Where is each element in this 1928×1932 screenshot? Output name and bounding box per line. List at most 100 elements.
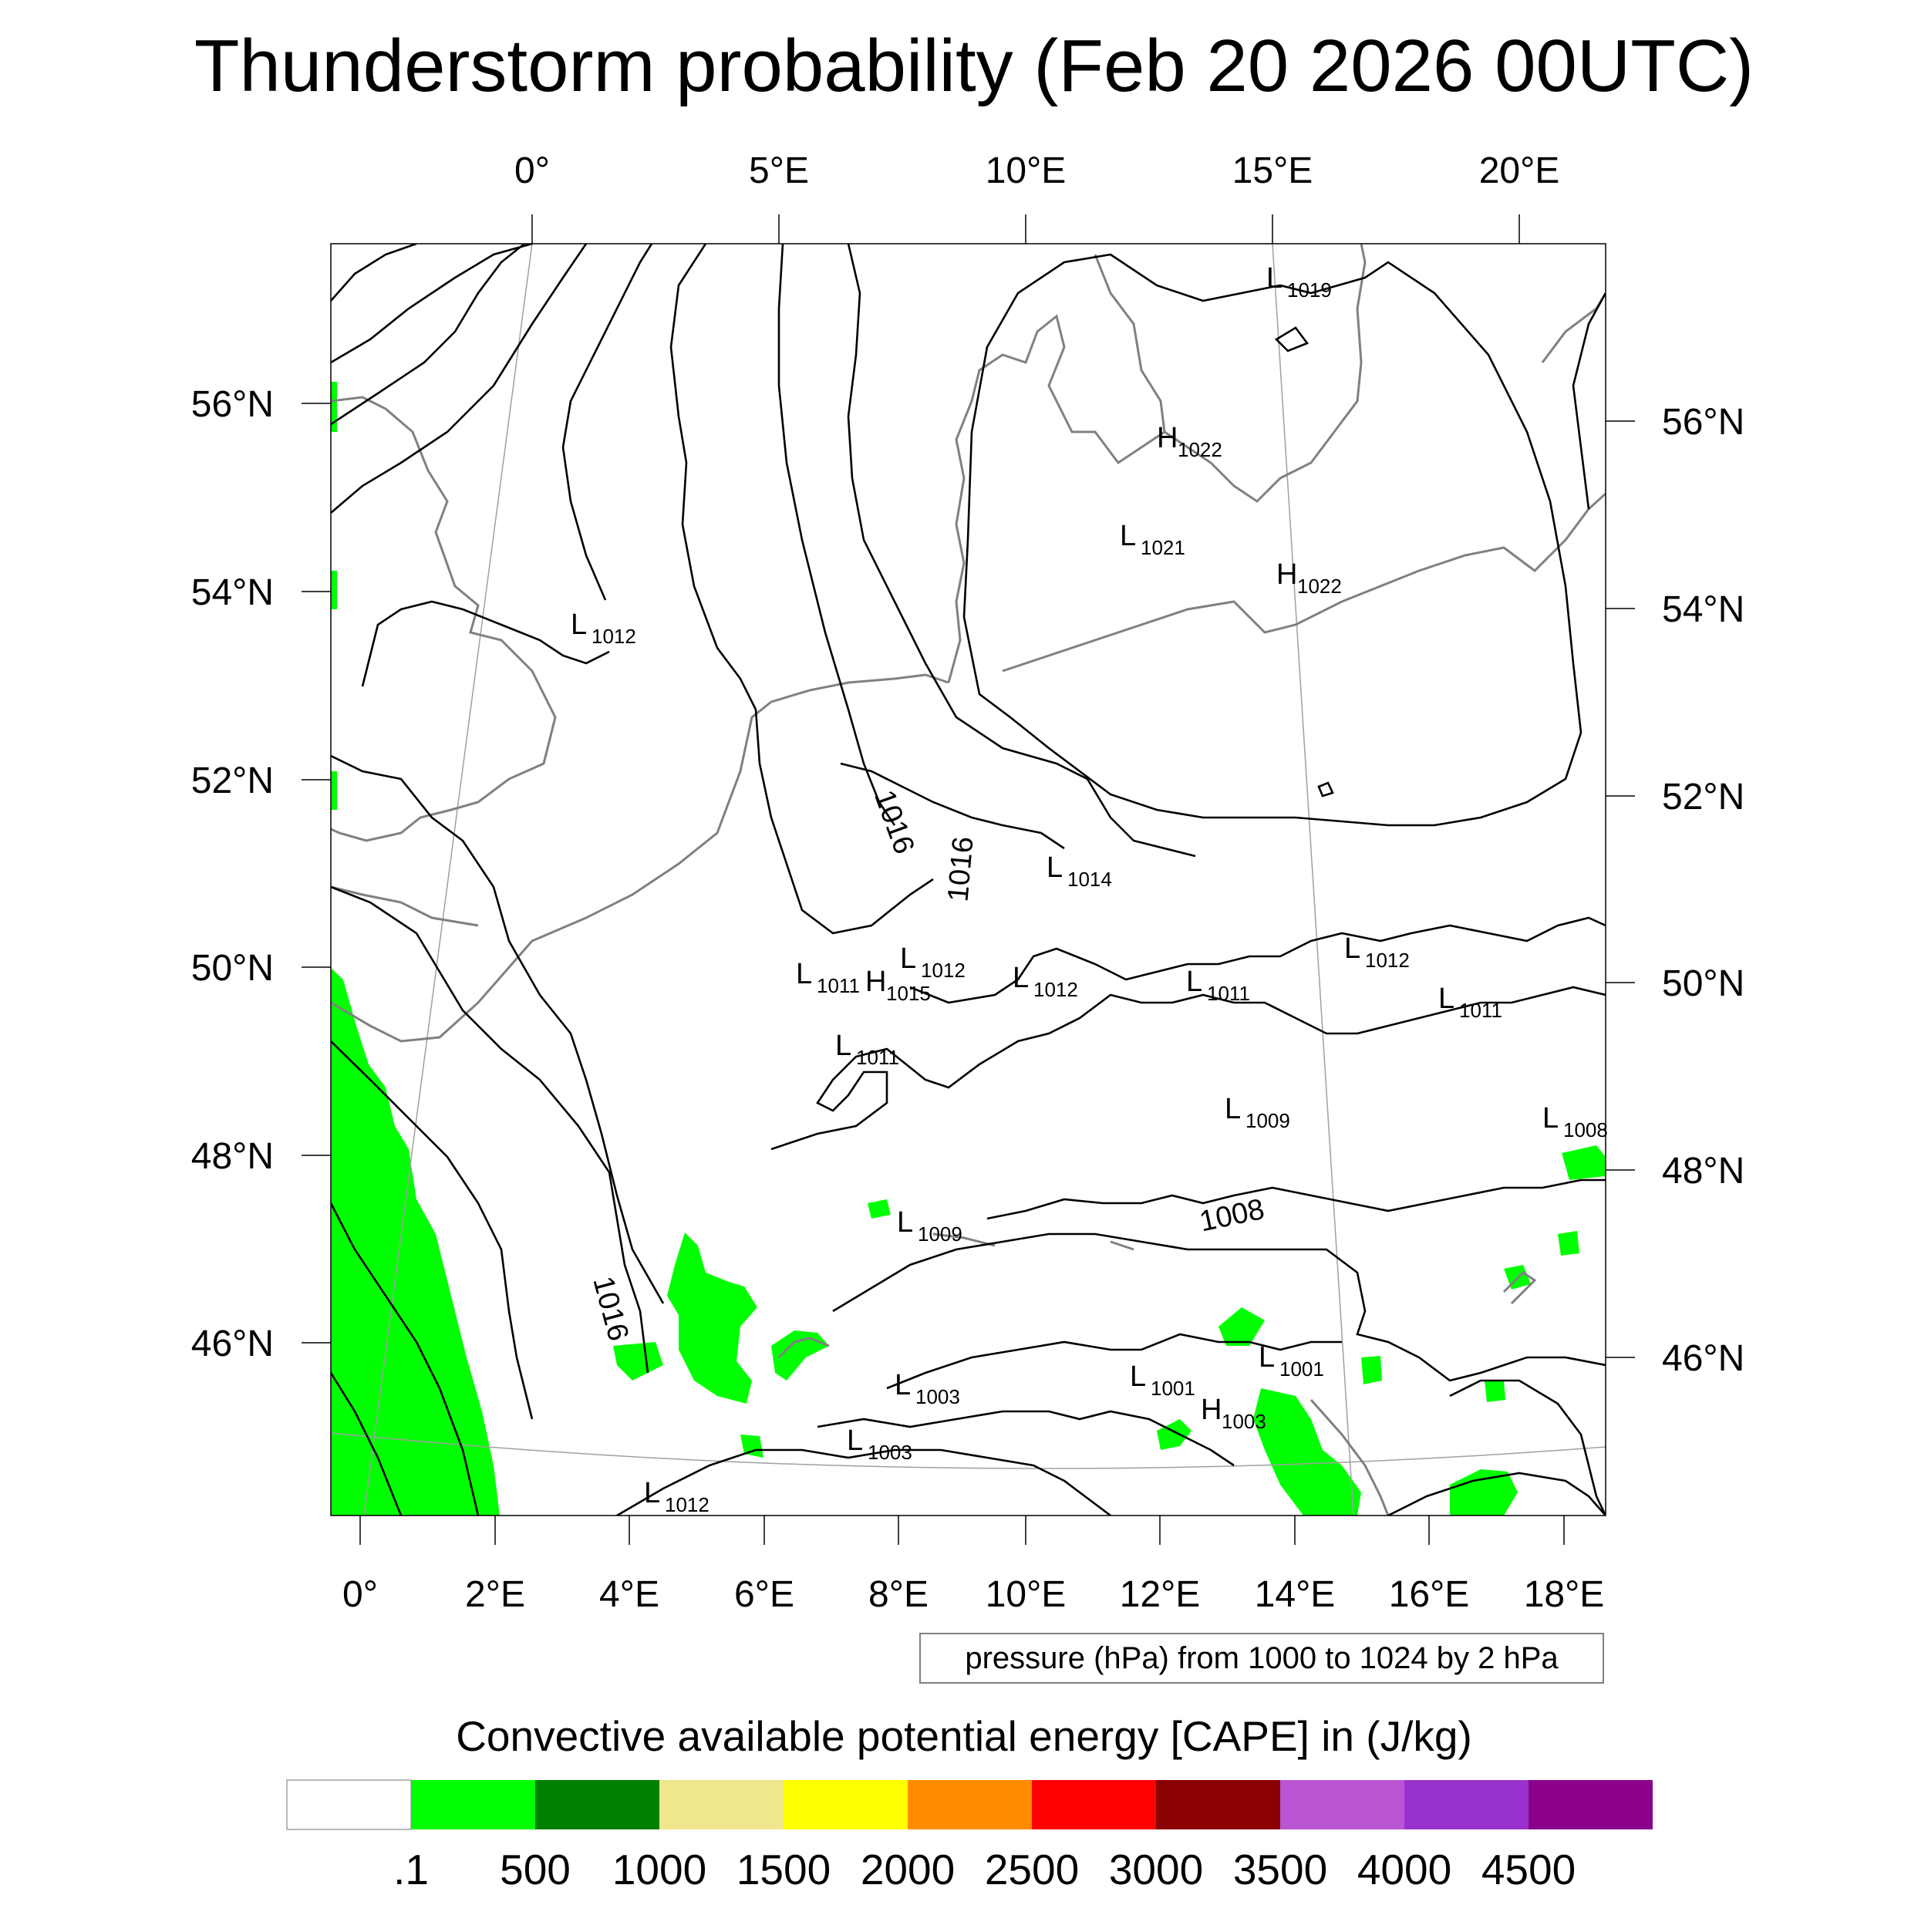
isobar-sw-low (616, 1448, 1111, 1516)
colorbar-swatch (1280, 1780, 1404, 1829)
pressure-center-value: 1011 (817, 974, 860, 997)
coast-lakes (932, 1232, 1537, 1305)
pressure-center-label: L 1014 (1047, 851, 1112, 891)
colorbar: Convective available potential energy [C… (286, 1712, 1653, 1893)
pressure-center-label: L 1011 (1438, 983, 1502, 1022)
isobar-1016-west-2 (331, 885, 649, 1374)
pressure-center-label: L 1008 (1542, 1102, 1608, 1141)
pressure-center-value: 1008 (1563, 1118, 1608, 1141)
isobar-1012-nw (561, 244, 653, 601)
colorbar-title: Convective available potential energy [C… (456, 1712, 1472, 1760)
pressure-center-letter: L (1344, 932, 1360, 965)
cape-area-rhone-south (613, 1342, 763, 1458)
pressure-center-value: 1019 (1287, 278, 1332, 302)
pressure-center-label: L 1003 (847, 1425, 912, 1464)
isobar-se-2 (1449, 1379, 1606, 1516)
pressure-center-value: 1022 (1297, 575, 1342, 598)
isobars (331, 244, 1606, 1516)
pressure-center-value: 1009 (918, 1222, 962, 1246)
isobar-south-band-3 (832, 1232, 1606, 1382)
colorbar-ticks: .1 500 1000 1500 2000 2500 3000 3500 4000 4500 (393, 1846, 1576, 1893)
top-axis-label: 5°E (749, 150, 809, 191)
coast-britain (331, 396, 557, 842)
pressure-center-letter: L (1438, 983, 1454, 1015)
cape-area-rhone (667, 1232, 757, 1404)
isobar-1008 (986, 1178, 1606, 1220)
isobar-east-1 (1572, 292, 1606, 510)
pressure-center-letter: H (1201, 1394, 1222, 1426)
isobar-sw-1 (331, 1040, 534, 1420)
right-axis: 56°N 54°N 52°N 50°N 48°N 46°N (1606, 402, 1744, 1379)
isobar-1016-west (331, 754, 665, 1304)
coast-gulf-riga (1541, 292, 1606, 363)
pressure-center-letter: L (1266, 262, 1283, 295)
pressure-center-value: 1001 (1279, 1357, 1324, 1381)
pressure-center-letter: L (847, 1425, 863, 1457)
colorbar-tick-label: 2500 (985, 1846, 1079, 1893)
pressure-center-letter: L (897, 1206, 913, 1239)
cape-area-balkans (1450, 1469, 1518, 1516)
cape-area-west-edge (331, 382, 337, 810)
isobar-sw-3 (331, 1372, 403, 1516)
pressure-center-value: 1014 (1067, 868, 1112, 891)
pressure-center-letter: L (1542, 1102, 1559, 1135)
top-axis-label: 10°E (986, 150, 1067, 191)
pressure-center-label: L 1012 (900, 942, 966, 982)
top-axis-label: 15°E (1232, 150, 1313, 191)
pressure-center-value: 1012 (1033, 978, 1078, 1001)
colorbar-tick-label: 500 (500, 1846, 571, 1893)
figure-title: Thunderstorm probability (Feb 20 2026 00… (194, 25, 1754, 107)
colorbar-swatches (286, 1779, 1653, 1830)
colorbar-swatch (1032, 1780, 1156, 1829)
bottom-axis-label: 8°E (868, 1574, 929, 1615)
pressure-center-label: L 1011 (1186, 966, 1250, 1005)
isobar-south-band-2 (770, 986, 1606, 1151)
isobar-1012-loop (361, 600, 610, 687)
pressure-center-letter: L (1259, 1341, 1275, 1374)
isobar-1022-high (962, 253, 1583, 827)
colorbar-tick-label: 3500 (1233, 1846, 1327, 1893)
isobar-mid-3 (847, 244, 1196, 858)
pressure-center-label: L 1012 (571, 609, 636, 648)
isobar-label: 1008 (1197, 1193, 1267, 1239)
isobar-south-band-1 (909, 916, 1606, 1004)
top-axis-label: 20°E (1479, 150, 1560, 191)
bottom-axis-label: 14°E (1255, 1574, 1336, 1615)
pressure-center-value: 1012 (1365, 949, 1410, 972)
colorbar-tick-label: 4000 (1357, 1846, 1451, 1893)
colorbar-swatch (659, 1780, 784, 1829)
pressure-center-label: H 1022 (1157, 422, 1222, 461)
right-axis-label: 50°N (1662, 963, 1744, 1004)
cape-area-east (868, 1145, 1606, 1402)
left-axis-label: 48°N (191, 1136, 274, 1177)
pressure-center-value: 1011 (1207, 982, 1250, 1005)
isobar-mid-1 (669, 244, 934, 935)
coast-adriatic (1309, 1399, 1390, 1516)
isobar-1003 (817, 1410, 1235, 1467)
pressure-center-label: L 1012 (1013, 962, 1078, 1001)
pressure-center-value: 1012 (665, 1493, 710, 1516)
pressure-center-letter: L (1120, 520, 1136, 552)
pressure-center-value: 1001 (1151, 1377, 1195, 1400)
contour-info-box: pressure (hPa) from 1000 to 1024 by 2 hP… (919, 1633, 1604, 1684)
colorbar-tick-label: 1500 (736, 1846, 831, 1893)
pressure-center-value: 1003 (1222, 1410, 1266, 1433)
pressure-center-value: 1022 (1178, 438, 1222, 461)
coast-baltic-south (1002, 492, 1606, 673)
map-panel (330, 243, 1606, 1516)
colorbar-tick-label: 1000 (612, 1846, 706, 1893)
bottom-axis-label: 12°E (1120, 1574, 1201, 1615)
top-axis: 0° 5°E 10°E 15°E 20°E (514, 150, 1559, 244)
isobar-1014 (840, 762, 1065, 850)
pressure-center-label: L 1001 (1259, 1341, 1324, 1381)
pressure-center-value: 1009 (1245, 1109, 1290, 1132)
cape-area-west (331, 968, 500, 1516)
pressure-center-letter: L (571, 609, 587, 641)
map-frame (330, 243, 1606, 1516)
bottom-axis-label: 4°E (599, 1574, 659, 1615)
pressure-center-letter: L (1013, 962, 1029, 994)
colorbar-swatch (411, 1780, 535, 1829)
colorbar-swatch (286, 1779, 412, 1830)
